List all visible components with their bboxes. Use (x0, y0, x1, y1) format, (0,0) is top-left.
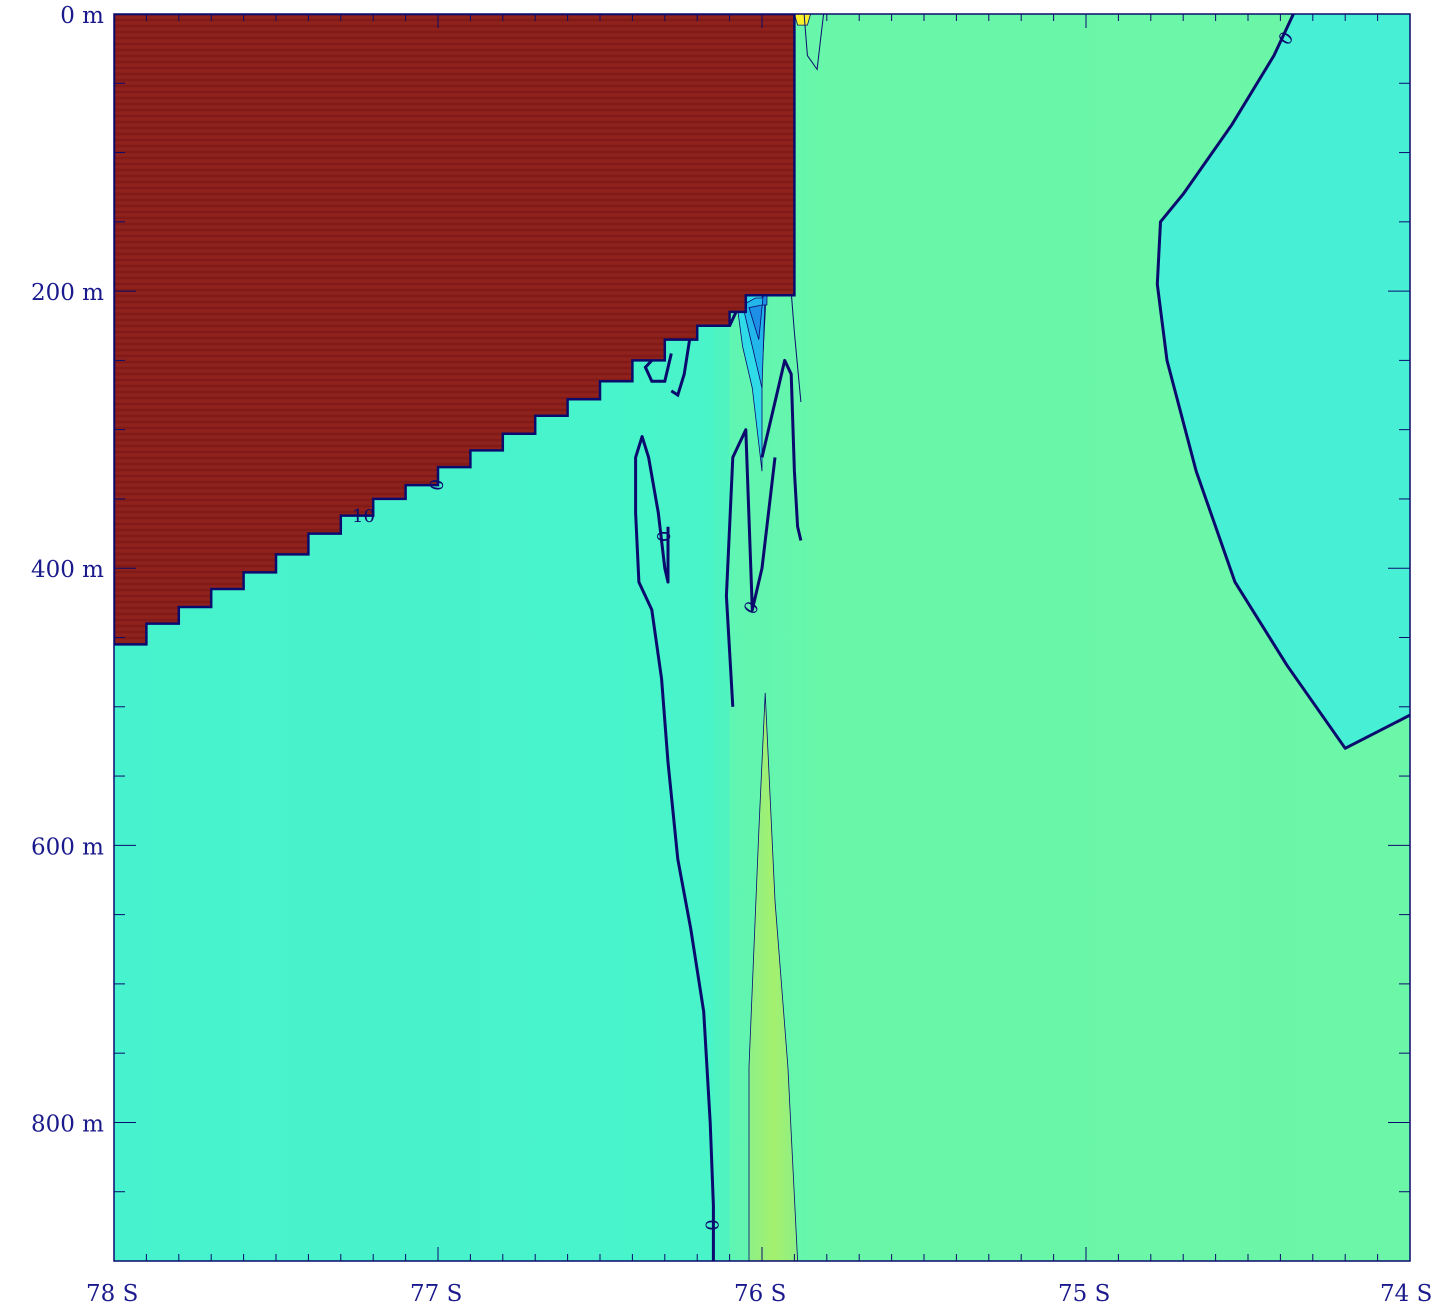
y-tick-label: 200 m (31, 280, 104, 306)
zero-contour-loop (643, 352, 673, 383)
y-tick-label: 400 m (31, 557, 104, 583)
field-plume (748, 692, 799, 1261)
x-tick-label: 78 S (86, 1281, 138, 1307)
field-positive-blob (793, 14, 812, 26)
field-east-cyan-lobe (1157, 14, 1410, 749)
contour-label: 0 (426, 478, 449, 493)
x-tick-label: 76 S (734, 1281, 786, 1307)
thin-contour (803, 14, 825, 71)
y-tick-label: 0 m (60, 3, 104, 29)
zero-contour-line (760, 358, 803, 541)
contour-label: 0 (702, 1219, 723, 1230)
ice-shelf-layer (114, 14, 796, 646)
contour-label: 10 (352, 506, 375, 527)
contour-label: 0 (654, 531, 675, 542)
x-tick-label: 74 S (1380, 1281, 1432, 1307)
zero-contour-line (724, 428, 777, 707)
y-tick-label: 800 m (31, 1111, 104, 1137)
zero-contour-loop (670, 332, 693, 398)
x-tick-label: 77 S (410, 1281, 462, 1307)
y-tick-label: 600 m (31, 834, 104, 860)
plot-frame (113, 13, 1411, 1262)
x-axis-tick-labels: 78 S 77 S 76 S 75 S 74 S (86, 1281, 1432, 1307)
x-tick-label: 75 S (1058, 1281, 1110, 1307)
y-axis-tick-labels: 0 m 200 m 400 m 600 m 800 m (31, 3, 104, 1137)
zero-contours (634, 14, 1410, 1261)
zero-contour-line (1155, 14, 1410, 750)
zero-contour-line (634, 435, 715, 1261)
ice-shelf-region (114, 14, 796, 646)
